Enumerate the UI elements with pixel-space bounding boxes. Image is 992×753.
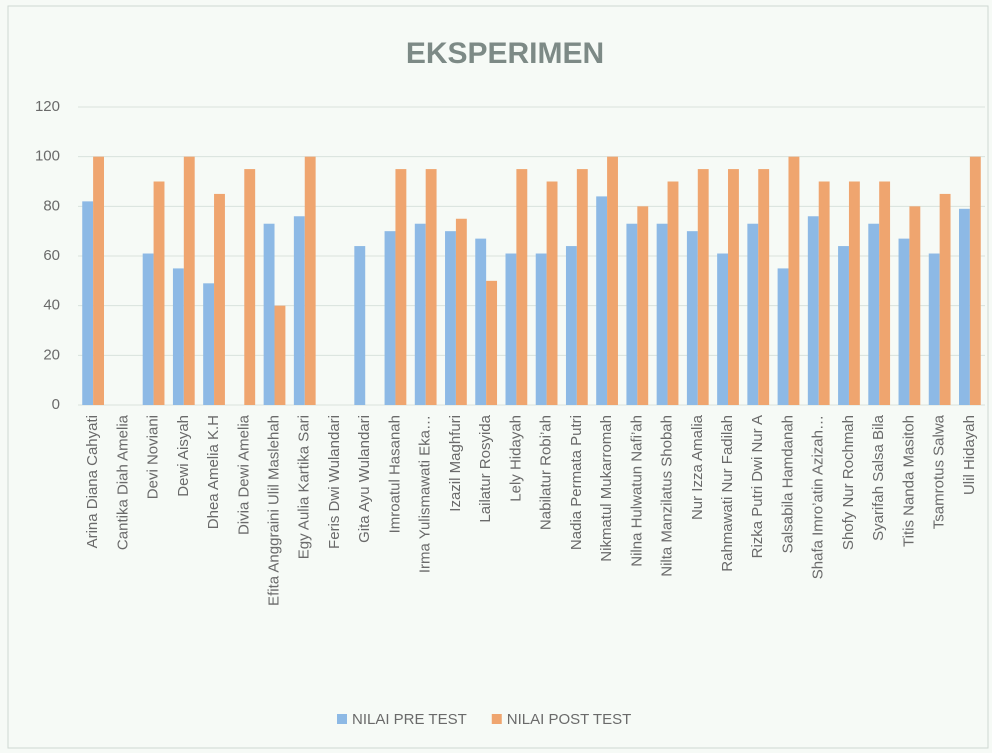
- x-tick-label: Izazil Maghfuri: [447, 415, 464, 512]
- bar: [385, 231, 396, 405]
- bar: [154, 182, 165, 406]
- x-tick-label: Nadia Permata Putri: [568, 415, 585, 550]
- bar: [275, 306, 286, 405]
- bar: [657, 224, 668, 405]
- bar: [778, 268, 789, 405]
- bar: [395, 169, 406, 405]
- bar: [173, 268, 184, 405]
- bar: [505, 254, 516, 405]
- chart-title: EKSPERIMEN: [406, 37, 604, 70]
- bar: [214, 194, 225, 405]
- bar: [536, 254, 547, 405]
- bar: [566, 246, 577, 405]
- bar: [607, 157, 618, 405]
- bar: [868, 224, 879, 405]
- bar: [728, 169, 739, 405]
- bar: [940, 194, 951, 405]
- x-tick-label: Cantika Diah Amelia: [114, 414, 131, 550]
- x-tick-label: Efita Anggraini Ulil Maslehah: [265, 415, 282, 606]
- x-tick-label: Lely Hidayah: [507, 415, 524, 502]
- x-tick-label: Shofy Nur Rochmah: [840, 415, 857, 550]
- bar: [838, 246, 849, 405]
- x-tick-label: Imroatul Hasanah: [386, 415, 403, 533]
- bar: [808, 216, 819, 405]
- chart: EKSPERIMEN 0 20 40 60 80 100 120 Arina Diana Ca…: [0, 0, 992, 753]
- bar: [475, 239, 486, 405]
- x-tick-label: Nilna Hulwatun Nafi’ah: [628, 415, 645, 567]
- x-tick-label: Gita Ayu Wulandari: [356, 415, 373, 543]
- bar: [184, 157, 195, 405]
- bar: [486, 281, 497, 405]
- bar: [93, 157, 104, 405]
- bar: [637, 206, 648, 405]
- x-tick-label: Titis Nanda Masitoh: [900, 415, 917, 547]
- bar: [294, 216, 305, 405]
- bar: [244, 169, 255, 405]
- bar: [909, 206, 920, 405]
- bar: [717, 254, 728, 405]
- bar: [415, 224, 426, 405]
- bar: [970, 157, 981, 405]
- y-tick-label: 100: [35, 148, 60, 165]
- bar: [626, 224, 637, 405]
- x-tick-label: Dewi Aisyah: [175, 415, 192, 497]
- x-tick-label: Feris Dwi Wulandari: [326, 415, 343, 549]
- x-tick-label: Syarifah Salsa Bila: [870, 414, 887, 541]
- bar: [668, 182, 679, 406]
- bar: [819, 182, 830, 406]
- x-tick-label: Lailatur Rosyida: [477, 414, 494, 522]
- bar: [456, 219, 467, 405]
- bar: [747, 224, 758, 405]
- bar: [547, 182, 558, 406]
- bar: [788, 157, 799, 405]
- bar: [959, 209, 970, 405]
- bar: [687, 231, 698, 405]
- y-tick-label: 80: [43, 197, 60, 214]
- legend-label: NILAI PRE TEST: [352, 711, 467, 728]
- x-tick-label: Salsabila Hamdanah: [779, 415, 796, 553]
- x-tick-label: Nur Izza Amalia: [689, 414, 706, 520]
- bar: [354, 246, 365, 405]
- bar: [758, 169, 769, 405]
- x-tick-label: Divia Dewi Amelia: [235, 414, 252, 535]
- x-tick-label: Rizka Putri Dwi Nur A: [749, 415, 766, 558]
- y-tick-label: 120: [35, 98, 60, 115]
- bar: [203, 283, 214, 405]
- bar: [899, 239, 910, 405]
- x-tick-label: Tsamrotus Salwa: [931, 414, 948, 529]
- bar: [426, 169, 437, 405]
- bar: [577, 169, 588, 405]
- x-tick-label: Devi Noviani: [145, 415, 162, 499]
- bar: [698, 169, 709, 405]
- x-tick-label: Shafa Imro’atin Azizah…: [810, 415, 827, 579]
- y-tick-label: 0: [52, 396, 60, 413]
- y-tick-label: 40: [43, 297, 60, 314]
- x-tick-label: Irma Yulismawati Eka…: [417, 415, 434, 573]
- bar: [445, 231, 456, 405]
- x-tick-label: Nabilatur Robi’ah: [538, 415, 555, 530]
- legend-swatch: [492, 714, 502, 724]
- x-tick-label: Arina Diana Cahyati: [84, 415, 101, 548]
- bar: [596, 196, 607, 405]
- x-tick-label: Rahmawati Nur Fadilah: [719, 415, 736, 572]
- bar: [516, 169, 527, 405]
- legend-label: NILAI POST TEST: [507, 711, 631, 728]
- x-tick-label: Dhea Amelia K.H: [205, 415, 222, 529]
- bar: [143, 254, 154, 405]
- y-tick-label: 20: [43, 346, 60, 363]
- bar: [929, 254, 940, 405]
- legend-swatch: [337, 714, 347, 724]
- x-tick-label: Ulil Hidayah: [961, 415, 978, 495]
- x-tick-label: Egy Aulia Kartika Sari: [296, 415, 313, 559]
- x-tick-label: Nikmatul Mukarromah: [598, 415, 615, 562]
- bar: [849, 182, 860, 406]
- bar: [305, 157, 316, 405]
- y-tick-label: 60: [43, 247, 60, 264]
- x-tick-label: Nilta Manzilatus Shobah: [659, 415, 676, 577]
- bar: [82, 201, 93, 405]
- bar: [879, 182, 890, 406]
- bar: [264, 224, 275, 405]
